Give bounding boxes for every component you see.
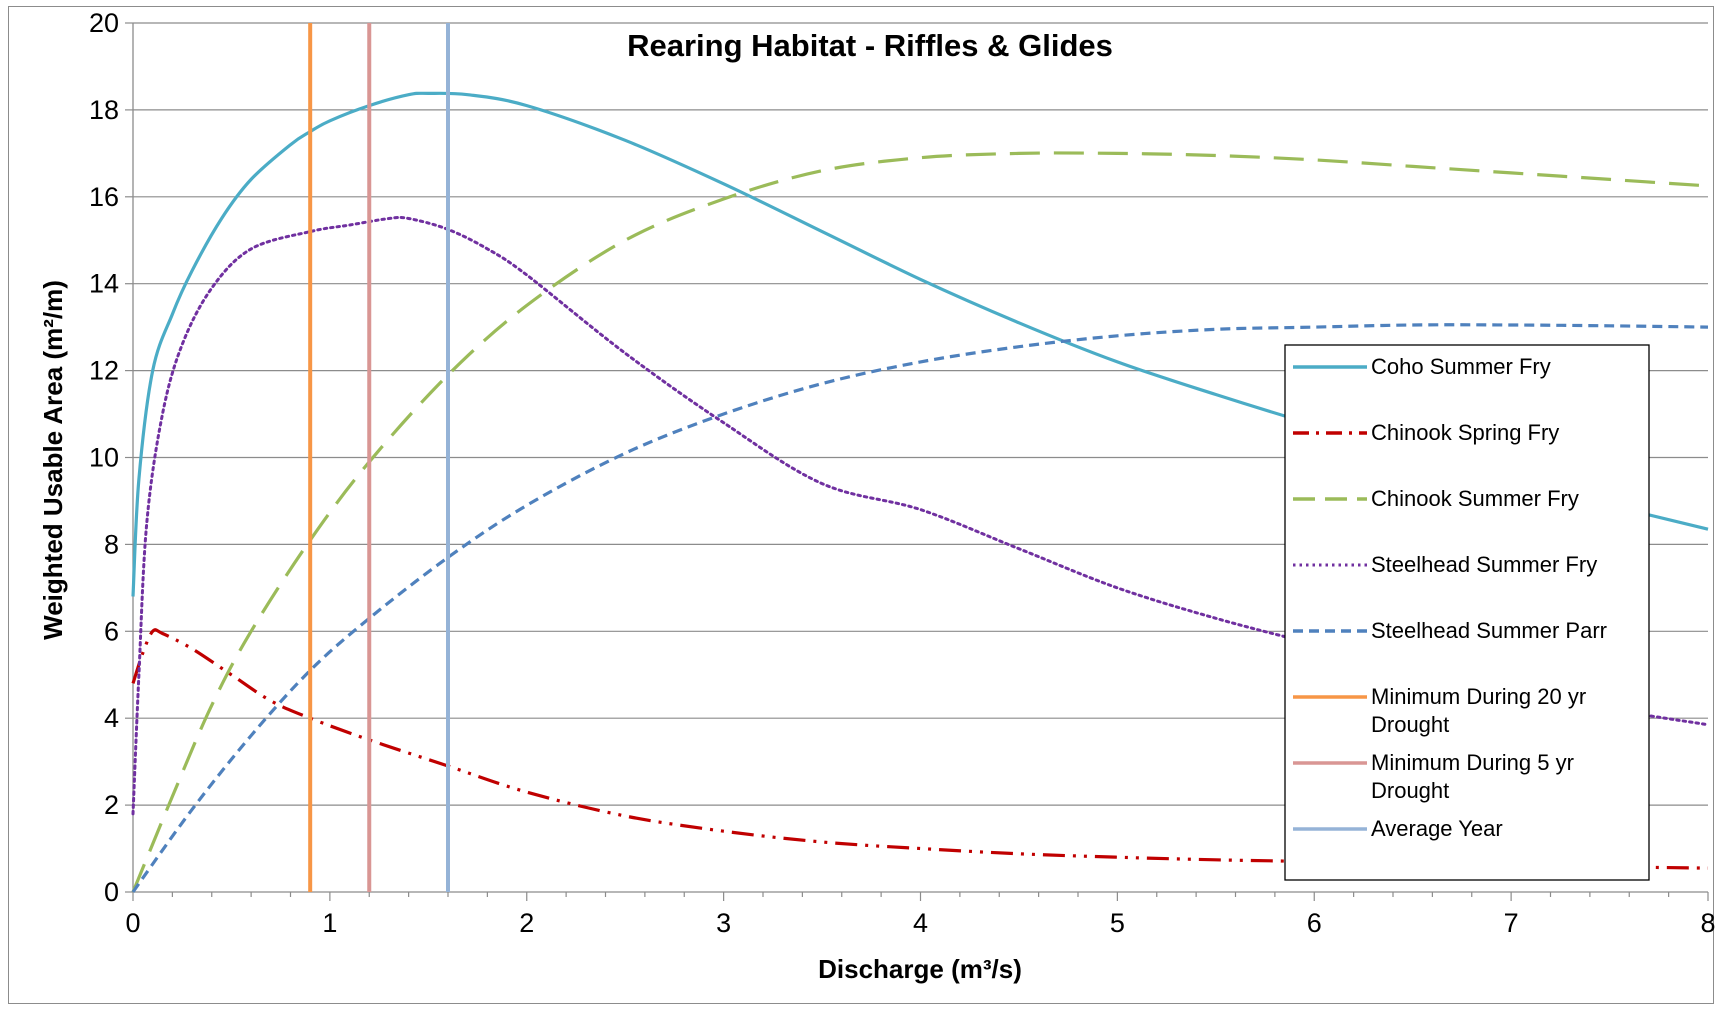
x-tick-label: 8 xyxy=(1700,908,1715,938)
y-tick-label: 6 xyxy=(104,616,119,646)
y-tick-label: 4 xyxy=(104,703,119,733)
y-tick-label: 16 xyxy=(89,182,119,212)
legend-label: Steelhead Summer Fry xyxy=(1371,552,1597,577)
x-tick-label: 1 xyxy=(322,908,337,938)
x-tick-label: 7 xyxy=(1504,908,1519,938)
y-tick-label: 10 xyxy=(89,443,119,473)
y-tick-label: 20 xyxy=(89,8,119,38)
y-axis-title: Weighted Usable Area (m²/m) xyxy=(38,280,68,640)
series-line-chinook-summer-fry xyxy=(131,151,1709,893)
legend-label: Minimum During 20 yr xyxy=(1371,684,1586,709)
y-tick-label: 14 xyxy=(89,269,119,299)
chart-frame xyxy=(8,6,1714,1004)
y-tick-label: 2 xyxy=(104,790,119,820)
x-tick-label: 4 xyxy=(913,908,928,938)
y-tick-label: 18 xyxy=(89,95,119,125)
y-tick-label: 12 xyxy=(89,356,119,386)
x-tick-label: 2 xyxy=(519,908,534,938)
legend-label: Chinook Spring Fry xyxy=(1371,420,1559,445)
legend-label: Drought xyxy=(1371,778,1449,803)
y-tick-label: 0 xyxy=(104,877,119,907)
x-tick-label: 6 xyxy=(1307,908,1322,938)
y-tick-label: 8 xyxy=(104,529,119,559)
legend-label: Steelhead Summer Parr xyxy=(1371,618,1607,643)
legend-label: Minimum During 5 yr xyxy=(1371,750,1574,775)
series-line-steelhead-summer-parr xyxy=(131,323,1709,893)
legend: Coho Summer Fry Chinook Spring Fry Chinook… xyxy=(1284,344,1650,881)
x-tick-label: 3 xyxy=(716,908,731,938)
legend-label: Drought xyxy=(1371,712,1449,737)
legend-label: Coho Summer Fry xyxy=(1371,354,1551,379)
legend-label: Average Year xyxy=(1371,816,1503,841)
chart-title: Rearing Habitat - Riffles & Glides xyxy=(627,28,1113,63)
reference-lines xyxy=(308,23,450,892)
legend-label: Chinook Summer Fry xyxy=(1371,486,1579,511)
x-tick-label: 5 xyxy=(1110,908,1125,938)
x-tick-label: 0 xyxy=(125,908,140,938)
legend-box xyxy=(1284,344,1650,881)
x-axis-title: Discharge (m³/s) xyxy=(818,954,1022,984)
